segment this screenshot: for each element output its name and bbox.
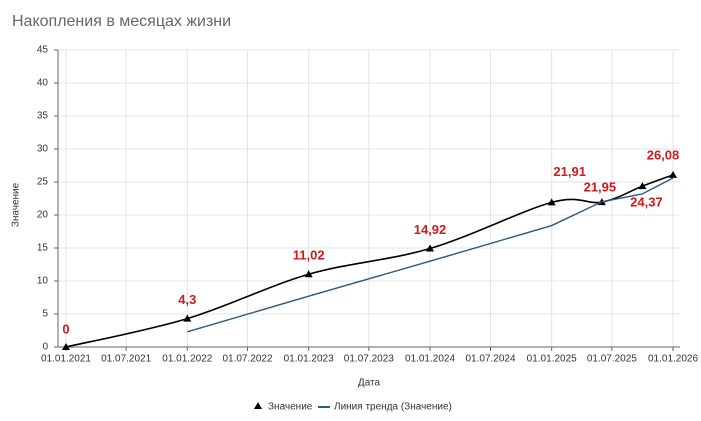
x-tick-label: 01.01.2024	[405, 354, 455, 365]
data-label: 21,91	[553, 164, 586, 179]
chart-title: Накопления в месяцах жизни	[12, 13, 231, 30]
y-tick-label: 40	[37, 78, 49, 89]
x-tick-label: 01.07.2024	[465, 354, 515, 365]
x-tick-label: 01.01.2022	[162, 354, 212, 365]
x-tick-label: 01.07.2021	[101, 354, 151, 365]
point-marker	[638, 182, 647, 190]
point-marker	[669, 170, 678, 178]
y-tick-label: 15	[37, 243, 49, 254]
legend-label: Значение	[268, 402, 313, 413]
y-tick-label: 10	[37, 276, 49, 287]
data-label: 24,37	[630, 195, 663, 210]
series-line	[65, 174, 674, 348]
point-marker	[426, 244, 435, 252]
y-axis-label: Значение	[11, 182, 22, 227]
point-marker	[183, 314, 192, 322]
point-marker	[304, 270, 313, 278]
x-tick-label: 01.01.2023	[284, 354, 334, 365]
point-marker	[61, 343, 70, 350]
y-tick-label: 45	[37, 45, 49, 56]
trend-line	[187, 177, 674, 333]
y-tick-label: 30	[37, 144, 49, 155]
y-tick-label: 25	[37, 177, 49, 188]
x-tick-label: 01.01.2025	[527, 354, 577, 365]
legend-label: Линия тренда (Значение)	[334, 402, 452, 413]
x-tick-label: 01.01.2021	[41, 354, 91, 365]
data-label: 26,08	[647, 147, 680, 162]
x-tick-label: 01.07.2022	[222, 354, 272, 365]
x-tick-label: 01.01.2026	[648, 354, 698, 365]
point-marker	[547, 198, 556, 206]
y-tick-label: 35	[37, 111, 49, 122]
data-label: 21,95	[584, 180, 617, 195]
data-label: 11,02	[293, 248, 325, 263]
x-axis-label: Дата	[358, 378, 381, 389]
x-tick-label: 01.07.2023	[344, 354, 394, 365]
x-tick-label: 01.07.2025	[587, 354, 637, 365]
data-label: 14,92	[414, 222, 447, 237]
data-label: 4,3	[178, 292, 196, 307]
data-label: 0	[62, 321, 69, 336]
y-tick-label: 20	[37, 210, 49, 221]
y-tick-label: 0	[42, 342, 48, 353]
legend-marker	[254, 402, 262, 409]
y-tick-label: 5	[42, 309, 48, 320]
